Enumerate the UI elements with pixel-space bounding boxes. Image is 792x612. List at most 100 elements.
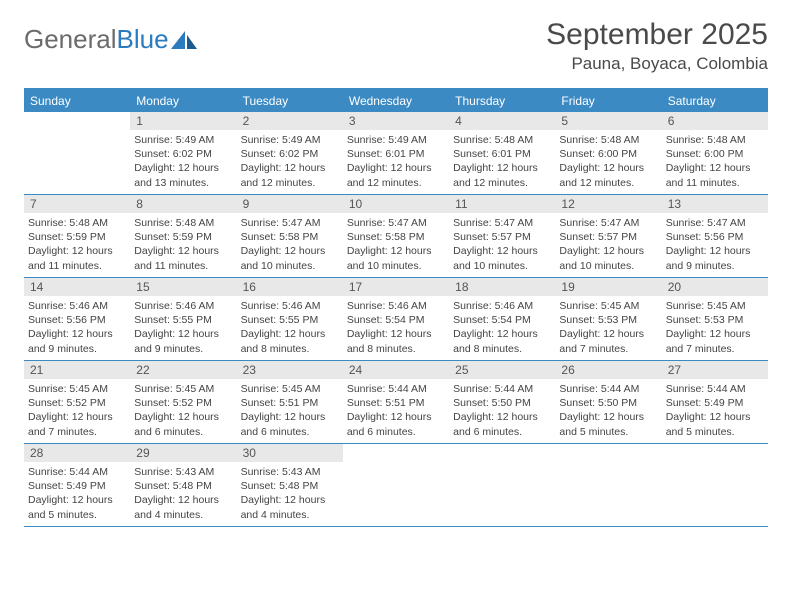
day-cell: 21Sunrise: 5:45 AMSunset: 5:52 PMDayligh… [24, 361, 130, 443]
day-number: 4 [449, 112, 555, 130]
day-cell: 16Sunrise: 5:46 AMSunset: 5:55 PMDayligh… [237, 278, 343, 360]
day-cell [555, 444, 661, 526]
day-number: 21 [24, 361, 130, 379]
day-info: Sunrise: 5:44 AMSunset: 5:50 PMDaylight:… [449, 379, 555, 443]
day-header-cell: Saturday [662, 90, 768, 112]
day-cell [449, 444, 555, 526]
logo-sail-icon [171, 29, 201, 51]
day-cell: 9Sunrise: 5:47 AMSunset: 5:58 PMDaylight… [237, 195, 343, 277]
day-cell: 26Sunrise: 5:44 AMSunset: 5:50 PMDayligh… [555, 361, 661, 443]
day-info: Sunrise: 5:45 AMSunset: 5:52 PMDaylight:… [130, 379, 236, 443]
day-info: Sunrise: 5:45 AMSunset: 5:51 PMDaylight:… [237, 379, 343, 443]
day-cell: 20Sunrise: 5:45 AMSunset: 5:53 PMDayligh… [662, 278, 768, 360]
day-cell: 8Sunrise: 5:48 AMSunset: 5:59 PMDaylight… [130, 195, 236, 277]
day-info: Sunrise: 5:44 AMSunset: 5:51 PMDaylight:… [343, 379, 449, 443]
day-cell: 27Sunrise: 5:44 AMSunset: 5:49 PMDayligh… [662, 361, 768, 443]
day-cell: 28Sunrise: 5:44 AMSunset: 5:49 PMDayligh… [24, 444, 130, 526]
day-info: Sunrise: 5:47 AMSunset: 5:57 PMDaylight:… [449, 213, 555, 277]
logo-text-general: General [24, 24, 117, 55]
week-row: 28Sunrise: 5:44 AMSunset: 5:49 PMDayligh… [24, 444, 768, 527]
day-cell: 12Sunrise: 5:47 AMSunset: 5:57 PMDayligh… [555, 195, 661, 277]
day-info: Sunrise: 5:43 AMSunset: 5:48 PMDaylight:… [237, 462, 343, 526]
day-number: 19 [555, 278, 661, 296]
day-number: 14 [24, 278, 130, 296]
day-info: Sunrise: 5:48 AMSunset: 6:00 PMDaylight:… [662, 130, 768, 194]
day-cell: 30Sunrise: 5:43 AMSunset: 5:48 PMDayligh… [237, 444, 343, 526]
day-cell: 29Sunrise: 5:43 AMSunset: 5:48 PMDayligh… [130, 444, 236, 526]
day-cell: 1Sunrise: 5:49 AMSunset: 6:02 PMDaylight… [130, 112, 236, 194]
day-number: 3 [343, 112, 449, 130]
week-row: 21Sunrise: 5:45 AMSunset: 5:52 PMDayligh… [24, 361, 768, 444]
day-header-cell: Tuesday [237, 90, 343, 112]
day-number: 27 [662, 361, 768, 379]
day-number: 6 [662, 112, 768, 130]
week-row: 14Sunrise: 5:46 AMSunset: 5:56 PMDayligh… [24, 278, 768, 361]
day-info: Sunrise: 5:48 AMSunset: 6:01 PMDaylight:… [449, 130, 555, 194]
day-number: 26 [555, 361, 661, 379]
day-info: Sunrise: 5:48 AMSunset: 6:00 PMDaylight:… [555, 130, 661, 194]
day-number: 23 [237, 361, 343, 379]
week-row: 7Sunrise: 5:48 AMSunset: 5:59 PMDaylight… [24, 195, 768, 278]
day-number: 7 [24, 195, 130, 213]
logo: GeneralBlue [24, 18, 201, 55]
day-info: Sunrise: 5:44 AMSunset: 5:49 PMDaylight:… [662, 379, 768, 443]
day-info: Sunrise: 5:48 AMSunset: 5:59 PMDaylight:… [24, 213, 130, 277]
day-cell: 18Sunrise: 5:46 AMSunset: 5:54 PMDayligh… [449, 278, 555, 360]
day-cell: 3Sunrise: 5:49 AMSunset: 6:01 PMDaylight… [343, 112, 449, 194]
weeks-container: 1Sunrise: 5:49 AMSunset: 6:02 PMDaylight… [24, 112, 768, 527]
day-number: 20 [662, 278, 768, 296]
day-info: Sunrise: 5:46 AMSunset: 5:54 PMDaylight:… [449, 296, 555, 360]
day-cell: 2Sunrise: 5:49 AMSunset: 6:02 PMDaylight… [237, 112, 343, 194]
month-title: September 2025 [546, 18, 768, 52]
day-info: Sunrise: 5:49 AMSunset: 6:02 PMDaylight:… [237, 130, 343, 194]
day-cell: 11Sunrise: 5:47 AMSunset: 5:57 PMDayligh… [449, 195, 555, 277]
day-number: 12 [555, 195, 661, 213]
day-number: 9 [237, 195, 343, 213]
day-info: Sunrise: 5:45 AMSunset: 5:53 PMDaylight:… [662, 296, 768, 360]
day-header-row: SundayMondayTuesdayWednesdayThursdayFrid… [24, 90, 768, 112]
day-info: Sunrise: 5:45 AMSunset: 5:53 PMDaylight:… [555, 296, 661, 360]
day-info: Sunrise: 5:49 AMSunset: 6:01 PMDaylight:… [343, 130, 449, 194]
day-cell: 7Sunrise: 5:48 AMSunset: 5:59 PMDaylight… [24, 195, 130, 277]
day-cell: 22Sunrise: 5:45 AMSunset: 5:52 PMDayligh… [130, 361, 236, 443]
day-cell: 6Sunrise: 5:48 AMSunset: 6:00 PMDaylight… [662, 112, 768, 194]
day-info: Sunrise: 5:48 AMSunset: 5:59 PMDaylight:… [130, 213, 236, 277]
day-info: Sunrise: 5:47 AMSunset: 5:58 PMDaylight:… [343, 213, 449, 277]
day-info: Sunrise: 5:47 AMSunset: 5:57 PMDaylight:… [555, 213, 661, 277]
day-cell: 14Sunrise: 5:46 AMSunset: 5:56 PMDayligh… [24, 278, 130, 360]
day-number: 8 [130, 195, 236, 213]
day-header-cell: Friday [555, 90, 661, 112]
day-number: 22 [130, 361, 236, 379]
day-number: 24 [343, 361, 449, 379]
day-cell: 13Sunrise: 5:47 AMSunset: 5:56 PMDayligh… [662, 195, 768, 277]
day-number: 2 [237, 112, 343, 130]
day-header-cell: Monday [130, 90, 236, 112]
day-cell [343, 444, 449, 526]
day-number: 5 [555, 112, 661, 130]
location-subtitle: Pauna, Boyaca, Colombia [546, 54, 768, 74]
day-number: 10 [343, 195, 449, 213]
day-info: Sunrise: 5:46 AMSunset: 5:54 PMDaylight:… [343, 296, 449, 360]
day-cell: 24Sunrise: 5:44 AMSunset: 5:51 PMDayligh… [343, 361, 449, 443]
day-cell: 10Sunrise: 5:47 AMSunset: 5:58 PMDayligh… [343, 195, 449, 277]
day-cell: 17Sunrise: 5:46 AMSunset: 5:54 PMDayligh… [343, 278, 449, 360]
day-info: Sunrise: 5:44 AMSunset: 5:49 PMDaylight:… [24, 462, 130, 526]
day-cell: 23Sunrise: 5:45 AMSunset: 5:51 PMDayligh… [237, 361, 343, 443]
day-info: Sunrise: 5:46 AMSunset: 5:56 PMDaylight:… [24, 296, 130, 360]
day-cell: 15Sunrise: 5:46 AMSunset: 5:55 PMDayligh… [130, 278, 236, 360]
day-info: Sunrise: 5:49 AMSunset: 6:02 PMDaylight:… [130, 130, 236, 194]
day-info: Sunrise: 5:47 AMSunset: 5:56 PMDaylight:… [662, 213, 768, 277]
day-cell [24, 112, 130, 194]
day-header-cell: Wednesday [343, 90, 449, 112]
day-cell: 25Sunrise: 5:44 AMSunset: 5:50 PMDayligh… [449, 361, 555, 443]
day-number: 17 [343, 278, 449, 296]
day-number: 28 [24, 444, 130, 462]
day-info: Sunrise: 5:44 AMSunset: 5:50 PMDaylight:… [555, 379, 661, 443]
week-row: 1Sunrise: 5:49 AMSunset: 6:02 PMDaylight… [24, 112, 768, 195]
day-header-cell: Sunday [24, 90, 130, 112]
day-info: Sunrise: 5:46 AMSunset: 5:55 PMDaylight:… [130, 296, 236, 360]
day-info: Sunrise: 5:45 AMSunset: 5:52 PMDaylight:… [24, 379, 130, 443]
day-cell: 4Sunrise: 5:48 AMSunset: 6:01 PMDaylight… [449, 112, 555, 194]
title-block: September 2025 Pauna, Boyaca, Colombia [546, 18, 768, 74]
day-cell: 19Sunrise: 5:45 AMSunset: 5:53 PMDayligh… [555, 278, 661, 360]
